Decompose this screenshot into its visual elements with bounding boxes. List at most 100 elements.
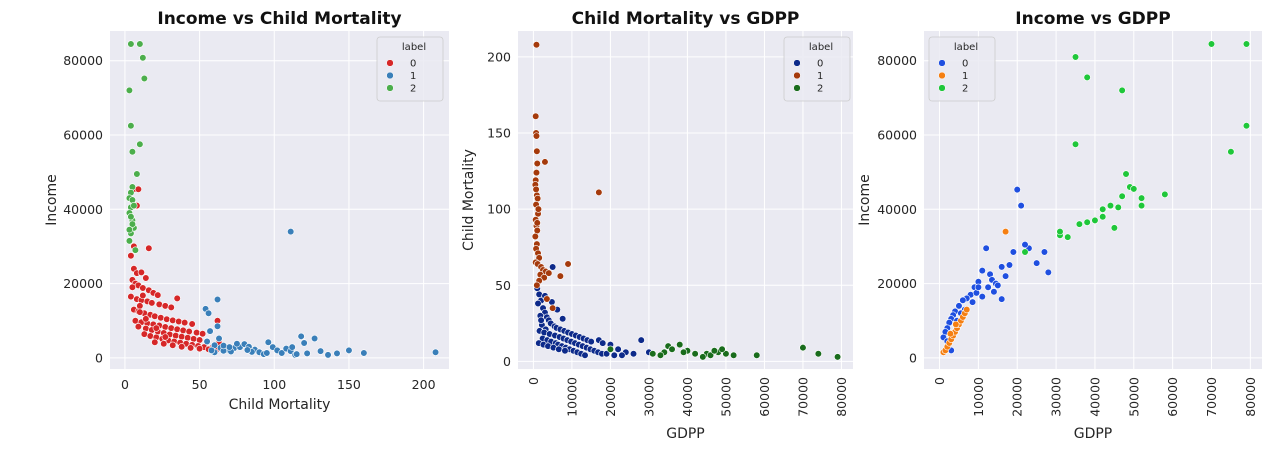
data-point xyxy=(610,351,618,359)
legend-entry: 0 xyxy=(410,59,416,70)
data-point xyxy=(1114,203,1122,212)
x-tick-label: 50000 xyxy=(1126,377,1141,417)
data-point xyxy=(1056,227,1064,236)
data-point xyxy=(145,244,153,252)
data-point xyxy=(167,324,175,332)
data-point xyxy=(532,168,541,177)
x-tick-label: 20000 xyxy=(1010,377,1025,417)
data-point xyxy=(139,54,147,62)
data-point xyxy=(676,341,684,349)
y-tick-label: 150 xyxy=(487,126,511,141)
data-point xyxy=(587,337,595,346)
data-point xyxy=(128,283,137,291)
data-point xyxy=(140,74,148,83)
data-point xyxy=(561,347,569,355)
data-point xyxy=(196,336,204,344)
data-point xyxy=(1021,240,1029,249)
data-point xyxy=(151,312,159,320)
legend-box xyxy=(783,36,851,102)
data-point xyxy=(1001,272,1010,280)
x-tick-label: 0 xyxy=(932,377,947,385)
data-point xyxy=(533,226,541,235)
data-point xyxy=(990,288,998,296)
data-point xyxy=(994,281,1002,290)
data-point xyxy=(1137,201,1146,210)
data-point xyxy=(710,347,718,355)
data-point xyxy=(1021,248,1029,256)
data-point xyxy=(131,246,139,254)
data-point xyxy=(128,148,137,156)
data-point xyxy=(679,348,688,356)
data-point xyxy=(1242,122,1251,130)
data-point xyxy=(1207,40,1216,48)
legend-entry: 1 xyxy=(410,71,416,82)
y-tick-label: 20000 xyxy=(877,276,917,291)
data-point xyxy=(181,318,189,327)
data-point xyxy=(814,350,822,358)
legend-box xyxy=(376,36,444,102)
data-point xyxy=(163,315,171,323)
data-point xyxy=(533,281,541,289)
data-point xyxy=(131,317,139,325)
data-point xyxy=(614,345,622,353)
data-point xyxy=(984,283,992,291)
data-point xyxy=(198,330,207,338)
x-tick-label: 80000 xyxy=(1243,377,1258,417)
data-point xyxy=(360,349,368,357)
data-point xyxy=(730,351,738,359)
legend-title: label xyxy=(954,42,978,53)
y-tick-label: 0 xyxy=(95,350,103,365)
data-point xyxy=(125,237,134,245)
legend-marker xyxy=(938,84,946,92)
y-tick-label: 80000 xyxy=(877,53,917,68)
data-point xyxy=(127,122,135,130)
legend-marker xyxy=(793,84,801,92)
data-point xyxy=(952,320,960,329)
data-point xyxy=(133,170,141,178)
y-tick-label: 40000 xyxy=(877,202,917,217)
data-point xyxy=(206,327,214,335)
y-tick-label: 40000 xyxy=(63,202,103,217)
data-point xyxy=(1137,194,1146,202)
data-point xyxy=(618,351,626,359)
data-point xyxy=(1064,233,1072,241)
data-point xyxy=(1161,190,1169,199)
data-point xyxy=(316,347,325,355)
legend-box xyxy=(928,36,996,102)
legend-marker xyxy=(793,71,801,80)
data-point xyxy=(963,305,971,314)
data-point xyxy=(293,350,301,358)
data-point xyxy=(243,346,251,354)
data-point xyxy=(169,316,177,324)
data-point xyxy=(169,341,177,349)
data-point xyxy=(127,40,135,48)
x-tick-label: 200 xyxy=(412,377,436,392)
legend-marker xyxy=(386,84,394,92)
legend-title: label xyxy=(809,42,833,53)
legend-entry: 0 xyxy=(962,59,968,70)
x-tick-label: 100 xyxy=(262,377,286,392)
data-point xyxy=(1083,73,1091,82)
data-point xyxy=(172,331,180,340)
data-point xyxy=(1071,53,1080,61)
data-point xyxy=(175,317,183,326)
legend-entry: 1 xyxy=(962,71,968,82)
data-point xyxy=(127,252,135,260)
data-point xyxy=(127,292,135,301)
x-axis-label: GDPP xyxy=(1074,426,1113,442)
data-point xyxy=(139,291,147,300)
x-tick-label: 10000 xyxy=(564,377,579,417)
data-point xyxy=(1040,248,1049,256)
x-tick-label: 60000 xyxy=(1165,377,1180,417)
data-point xyxy=(534,194,542,203)
data-point xyxy=(534,205,543,213)
data-point xyxy=(691,350,699,358)
x-tick-label: 60000 xyxy=(757,377,772,417)
chart-panel-1: 0 20000 40000 60000 80000 0 50 100 150 200 Income … xyxy=(44,9,449,413)
data-point xyxy=(982,244,990,252)
data-point xyxy=(1122,170,1130,178)
data-point xyxy=(549,304,557,312)
x-tick-label: 10000 xyxy=(971,377,986,417)
data-point xyxy=(287,227,295,236)
